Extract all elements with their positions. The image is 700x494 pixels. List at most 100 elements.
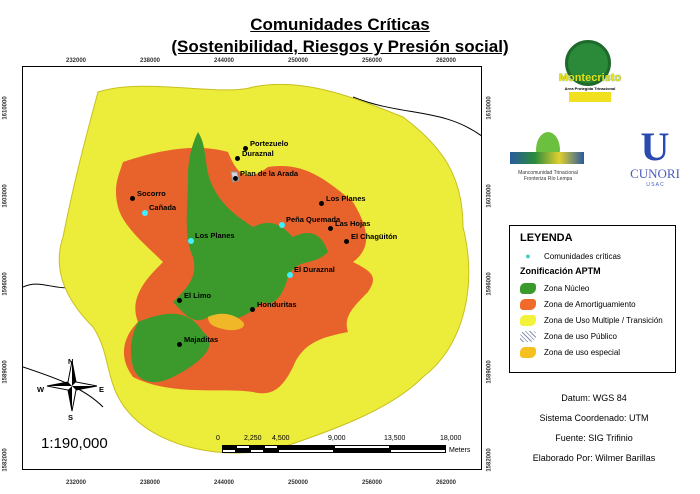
- datum: Datum: WGS 84: [561, 393, 627, 403]
- scale-tick-label: 18,000: [440, 435, 462, 442]
- community-label: El Chagüitón: [351, 232, 398, 241]
- scale-unit: Meters: [449, 447, 471, 454]
- critical-community-marker: [287, 272, 293, 278]
- scale-bar-segment: [334, 449, 390, 453]
- scale-ratio: 1:190,000: [41, 435, 108, 452]
- x-tick-label: 262000: [436, 58, 457, 64]
- y-tick-label: 1603000: [2, 184, 9, 208]
- y-tick-label: 1589000: [2, 360, 9, 384]
- scale-bar-segment: [390, 445, 446, 449]
- author: Elaborado Por: Wilmer Barillas: [532, 453, 656, 463]
- scale-bar-segment: [278, 445, 334, 449]
- compass-s: S: [68, 413, 74, 422]
- source: Fuente: SIG Trifinio: [555, 433, 633, 443]
- legend-item-zone: Zona de uso Público: [520, 331, 617, 342]
- coordinate-system: Sistema Coordenado: UTM: [539, 413, 649, 423]
- community-marker: [235, 156, 240, 161]
- community-label: Los Planes: [326, 194, 366, 203]
- community-label: Peña Quemada: [286, 215, 341, 224]
- legend-subtitle: Zonificación APTM: [520, 266, 601, 276]
- compass-e: E: [99, 385, 105, 394]
- scale-bar-segment: [222, 445, 236, 449]
- community-label: Cañada: [149, 203, 177, 212]
- zone-swatch-icon: [520, 347, 536, 358]
- cunori-logo: U CUNORI U S A C: [630, 124, 680, 189]
- x-tick-label: 244000: [214, 58, 235, 64]
- scale-tick-label: 0: [216, 435, 220, 442]
- community-label: Socorro: [137, 189, 166, 198]
- community-marker: [344, 239, 349, 244]
- x-tick-label: 256000: [362, 480, 383, 486]
- scale-tick-label: 9,000: [328, 435, 346, 442]
- community-label: Las Hojas: [335, 219, 371, 228]
- legend-item-zone: Zona de Uso Multiple / Transición: [520, 315, 663, 326]
- scale-tick-label: 13,500: [384, 435, 406, 442]
- scale-bar-segment: [334, 445, 390, 449]
- community-label: El Duraznal: [294, 265, 335, 274]
- scale-bar-segment: [390, 449, 446, 453]
- zone-map: [23, 83, 481, 454]
- scale-bar-segment: [264, 449, 278, 453]
- mancomunidad-logo: Mancomunidad Trinacional Fronteriza Río …: [508, 130, 588, 190]
- scale-tick-label: 4,500: [272, 435, 290, 442]
- zone-swatch-icon: [520, 299, 536, 310]
- y-tick-label: 1582000: [2, 448, 9, 472]
- map-frame: Portezuelo Duraznal Plan de la Arada Socorr…: [22, 66, 482, 470]
- map-subtitle: (Sostenibilidad, Riesgos y Presión socia…: [171, 37, 509, 56]
- critical-community-marker: [188, 238, 194, 244]
- community-label: Majaditas: [184, 335, 219, 344]
- community-label: El Limo: [184, 291, 212, 300]
- x-tick-label: 250000: [288, 58, 309, 64]
- scale-bar-segment: [250, 445, 264, 449]
- community-marker: [130, 196, 135, 201]
- scale-bar-segment: [278, 449, 334, 453]
- legend-title: LEYENDA: [520, 232, 573, 244]
- community-marker: [319, 201, 324, 206]
- y-tick-label: 1589000: [486, 360, 493, 384]
- legend-item-zone: Zona de uso especial: [520, 347, 620, 358]
- scale-bar-segment: [264, 445, 278, 449]
- community-marker: [177, 298, 182, 303]
- compass-n: N: [68, 357, 74, 366]
- y-tick-label: 1603000: [486, 184, 493, 208]
- x-tick-label: 232000: [66, 480, 87, 486]
- x-tick-label: 256000: [362, 58, 383, 64]
- zone-nucleo: [130, 132, 328, 383]
- legend: LEYENDA ● Comunidades críticas Zonificaci…: [509, 225, 676, 373]
- y-tick-label: 1596000: [486, 272, 493, 296]
- zone-swatch-icon: [520, 315, 536, 326]
- x-tick-label: 262000: [436, 480, 457, 486]
- critical-community-marker: [279, 222, 285, 228]
- compass-w: W: [37, 385, 45, 394]
- compass-rose-icon: [46, 360, 98, 412]
- community-marker: [243, 146, 248, 151]
- y-tick-label: 1610000: [2, 96, 9, 120]
- critical-community-marker: [142, 210, 148, 216]
- x-tick-label: 238000: [140, 480, 161, 486]
- y-tick-label: 1596000: [2, 272, 9, 296]
- y-tick-label: 1610000: [486, 96, 493, 120]
- x-tick-label: 232000: [66, 58, 87, 64]
- point-icon: ●: [525, 251, 531, 261]
- montecristo-logo: Montecristo Area Protegida Trinacional: [555, 40, 625, 118]
- community-label: Duraznal: [242, 149, 274, 158]
- community-label: Honduritas: [257, 300, 297, 309]
- scale-bar-segment: [250, 449, 264, 453]
- x-tick-label: 250000: [288, 480, 309, 486]
- community-marker: [250, 307, 255, 312]
- legend-item-zone: Zona Núcleo: [520, 283, 589, 294]
- community-label: Los Planes: [195, 231, 235, 240]
- scale-bar-segment: [236, 445, 250, 449]
- scale-bar-segment: [222, 449, 236, 453]
- zone-uso-especial: [208, 313, 244, 331]
- legend-item-zone: Zona de Amortiguamiento: [520, 299, 636, 310]
- x-tick-label: 244000: [214, 480, 235, 486]
- legend-item-communities: ● Comunidades críticas: [520, 251, 621, 261]
- community-label: Plan de la Arada: [240, 169, 299, 178]
- scale-tick-label: 2,250: [244, 435, 262, 442]
- zone-swatch-icon: [520, 331, 536, 342]
- x-tick-label: 238000: [140, 58, 161, 64]
- y-tick-label: 1582000: [486, 448, 493, 472]
- map-title: Comunidades Críticas: [250, 15, 430, 34]
- zone-swatch-icon: [520, 283, 536, 294]
